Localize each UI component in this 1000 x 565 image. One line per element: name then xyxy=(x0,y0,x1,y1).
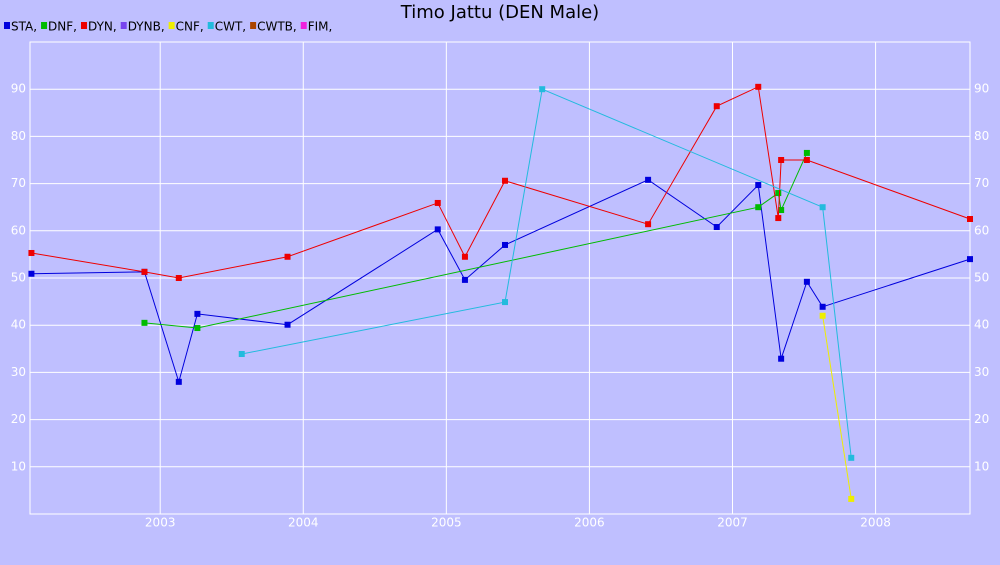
x-tick-label: 2008 xyxy=(860,516,891,530)
series-line xyxy=(822,315,852,499)
legend-swatch xyxy=(300,22,307,29)
data-point xyxy=(848,454,855,461)
data-point xyxy=(713,103,720,110)
y-tick-label: 90 xyxy=(11,82,26,96)
y-tick-label: 60 xyxy=(11,223,26,237)
data-point xyxy=(848,495,855,502)
data-point xyxy=(819,204,826,211)
data-point xyxy=(645,176,652,183)
legend-label: CNF, xyxy=(176,20,204,34)
y2-tick-label: 50 xyxy=(974,271,989,285)
x-tick-label: 2003 xyxy=(145,516,176,530)
data-point xyxy=(502,241,509,248)
data-point xyxy=(175,378,182,385)
y-tick-label: 30 xyxy=(11,365,26,379)
legend-swatch xyxy=(41,22,48,29)
data-point xyxy=(194,325,201,332)
data-point xyxy=(819,312,826,319)
data-point xyxy=(539,86,546,93)
data-point xyxy=(755,182,762,189)
data-point xyxy=(755,83,762,90)
x-tick-label: 2005 xyxy=(431,516,462,530)
y-tick-label: 80 xyxy=(11,129,26,143)
data-point xyxy=(967,216,973,222)
data-point xyxy=(778,157,785,163)
y2-tick-label: 10 xyxy=(974,459,989,473)
x-tick-label: 2006 xyxy=(574,516,605,530)
legend-swatch xyxy=(4,22,10,29)
legend-label: CWT, xyxy=(215,20,246,34)
data-point xyxy=(175,275,182,281)
data-point xyxy=(284,321,291,328)
y2-tick-label: 60 xyxy=(974,223,989,237)
data-point xyxy=(238,350,245,357)
y-tick-label: 10 xyxy=(11,459,26,473)
data-point xyxy=(502,299,509,306)
x-tick-label: 2004 xyxy=(288,516,319,530)
data-point xyxy=(775,215,782,222)
data-point xyxy=(803,278,810,285)
y2-tick-label: 80 xyxy=(974,129,989,143)
y2-tick-label: 40 xyxy=(974,318,989,332)
legend-swatch xyxy=(80,22,87,29)
y-tick-label: 40 xyxy=(11,318,26,332)
data-point xyxy=(434,199,441,206)
data-point xyxy=(713,224,720,231)
data-point xyxy=(967,256,973,263)
data-point xyxy=(141,319,148,326)
data-point xyxy=(461,253,468,260)
y-tick-label: 20 xyxy=(11,412,26,426)
series-line xyxy=(144,152,808,329)
legend-swatch xyxy=(207,22,214,29)
data-point xyxy=(803,149,810,156)
legend-label: CWTB, xyxy=(257,20,297,34)
legend-swatch xyxy=(120,22,127,29)
y2-tick-label: 20 xyxy=(974,412,989,426)
data-point xyxy=(434,226,441,233)
legend-swatch xyxy=(168,22,175,29)
legend-label: FIM, xyxy=(308,20,333,34)
data-point xyxy=(778,207,785,214)
data-point xyxy=(645,221,652,228)
data-point xyxy=(284,253,291,260)
data-point xyxy=(755,204,762,211)
legend-swatch xyxy=(250,22,257,29)
data-point xyxy=(194,310,201,317)
legend-label: STA, xyxy=(11,20,37,34)
y-tick-label: 70 xyxy=(11,176,26,190)
series-line xyxy=(31,86,971,279)
legend-label: DNF, xyxy=(48,20,77,34)
y2-tick-label: 90 xyxy=(974,82,989,96)
x-tick-label: 2007 xyxy=(717,516,748,530)
data-point xyxy=(28,270,35,277)
data-point xyxy=(819,303,826,310)
data-point xyxy=(28,249,35,256)
data-point xyxy=(775,190,782,197)
data-point xyxy=(141,268,148,275)
legend-label: DYNB, xyxy=(128,20,165,34)
y2-tick-label: 70 xyxy=(974,176,989,190)
chart-title: Timo Jattu (DEN Male) xyxy=(400,2,599,23)
y-tick-label: 50 xyxy=(11,271,26,285)
data-point xyxy=(778,355,785,362)
data-point xyxy=(803,157,810,163)
legend-label: DYN, xyxy=(88,20,117,34)
data-point xyxy=(502,177,509,184)
data-point xyxy=(461,276,468,283)
y2-tick-label: 30 xyxy=(974,365,989,379)
